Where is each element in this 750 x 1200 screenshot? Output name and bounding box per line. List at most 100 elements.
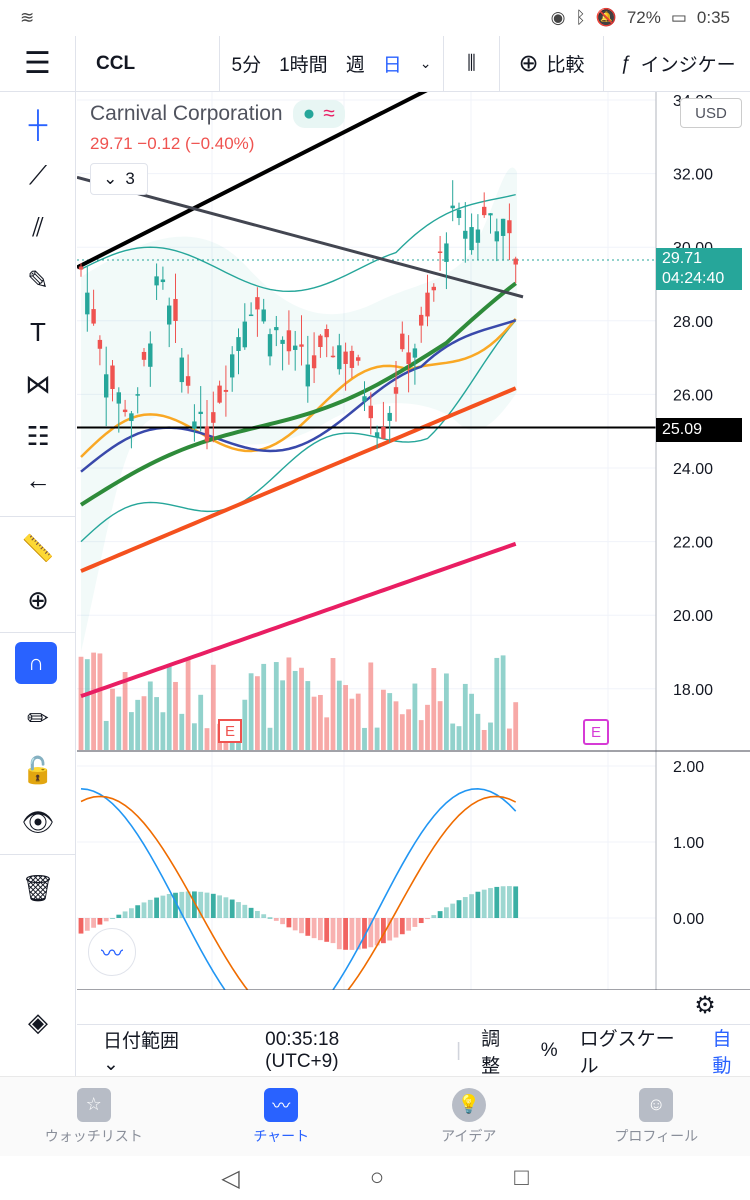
macd-histogram-bar xyxy=(488,888,493,918)
macd-histogram-bar xyxy=(179,891,185,918)
candle-body xyxy=(204,426,210,442)
candle-body xyxy=(318,335,323,348)
earnings-marker[interactable]: E xyxy=(583,719,609,745)
volume-bar xyxy=(368,662,374,750)
macd-histogram-bar xyxy=(387,918,393,941)
volume-bar xyxy=(456,726,462,750)
macd-histogram-bar xyxy=(91,918,96,928)
trendline-icon[interactable]: ⟋ xyxy=(28,160,48,190)
nav-chart[interactable]: 〰チャート xyxy=(188,1077,376,1156)
macd-histogram-bar xyxy=(116,914,122,918)
macd-histogram-bar xyxy=(437,911,443,918)
crosshair-icon[interactable]: ┼ xyxy=(28,108,48,139)
volume-bar xyxy=(330,658,336,750)
recents-icon[interactable]: □ xyxy=(514,1164,529,1191)
volume-bar xyxy=(481,729,487,750)
macd-histogram-bar xyxy=(381,918,386,944)
percent-button[interactable]: % xyxy=(540,1039,558,1061)
nav-profile[interactable]: ☺ プロフィール xyxy=(563,1077,750,1156)
clock-display[interactable]: 00:35:18 (UTC+9) xyxy=(265,1028,340,1072)
legend-toggle[interactable]: ● ≈ xyxy=(292,100,345,128)
trash-icon[interactable]: 🗑 xyxy=(21,872,55,903)
menu-icon[interactable]: ☰ xyxy=(0,35,76,92)
interval-day[interactable]: 日 xyxy=(382,55,402,76)
candle-body xyxy=(236,337,241,351)
nav-watchlist[interactable]: ☆ ウォッチリスト xyxy=(0,1077,188,1156)
back-icon[interactable]: ◁ xyxy=(221,1164,240,1192)
volume-bar xyxy=(267,727,273,750)
tradingview-logo-icon: 〰 xyxy=(88,928,136,976)
last-price-label: 29.71 04:24:40 xyxy=(656,248,742,290)
candle-style-icon[interactable]: ⫼ xyxy=(444,35,500,92)
currency-button[interactable]: USD xyxy=(680,98,742,128)
candle-body xyxy=(286,330,292,352)
macd-histogram-bar xyxy=(368,918,374,948)
volume-bar xyxy=(248,673,254,750)
ma-200 xyxy=(80,541,517,699)
interval-1h[interactable]: 1時間 xyxy=(279,55,328,76)
volume-bar xyxy=(381,689,386,750)
nav-ideas[interactable]: 💡 アイデア xyxy=(375,1077,563,1156)
candle-body xyxy=(85,292,90,315)
volume-bar xyxy=(374,727,380,750)
macd-histogram-bar xyxy=(286,918,292,928)
log-scale-button[interactable]: ログスケール xyxy=(579,1028,675,1077)
interval-week[interactable]: 週 xyxy=(345,55,365,76)
macd-histogram-bar xyxy=(494,886,500,918)
legend-title: Carnival Corporation ● ≈ xyxy=(90,100,345,128)
volume-bar xyxy=(78,656,84,750)
candle-body xyxy=(349,350,355,368)
settings-gear-icon[interactable]: ⚙ xyxy=(694,991,716,1019)
candle-body xyxy=(198,411,203,415)
macd-histogram-bar xyxy=(412,918,418,927)
macd-histogram-bar xyxy=(349,918,355,950)
volume-bar xyxy=(475,713,481,750)
macd-histogram-bar xyxy=(122,911,128,918)
macd-histogram-bar xyxy=(343,918,348,950)
volume-bar xyxy=(494,657,500,750)
volume-bar xyxy=(198,694,204,750)
volume-bar xyxy=(305,681,311,750)
adjust-button[interactable]: 調整 xyxy=(481,1028,501,1077)
ruler-icon[interactable]: 📏 xyxy=(21,532,55,563)
prediction-icon[interactable]: ☷ xyxy=(26,420,50,451)
interval-5m[interactable]: 5分 xyxy=(231,55,262,76)
back-arrow-icon[interactable]: ← xyxy=(25,464,51,495)
candle-body xyxy=(135,394,140,396)
auto-scale-button[interactable]: 自動 xyxy=(712,1028,732,1077)
indicator-collapse-button[interactable]: ⌄ 3 xyxy=(90,163,148,195)
candle-body xyxy=(242,321,247,348)
text-tool-icon[interactable]: T xyxy=(30,316,46,347)
candle-body xyxy=(78,266,84,270)
volume-bar xyxy=(500,655,506,750)
macd-histogram-bar xyxy=(223,897,229,918)
candle-body xyxy=(154,276,159,286)
fib-tool-icon[interactable]: ⫽ xyxy=(32,212,44,242)
earnings-marker[interactable]: E xyxy=(218,719,242,743)
volume-bar xyxy=(192,723,197,750)
zoom-in-icon[interactable]: ⊕ xyxy=(27,584,49,615)
lock-drawing-icon[interactable]: ✏ xyxy=(27,702,49,733)
interval-selector[interactable]: 5分 1時間 週 日 ⌄ xyxy=(220,35,444,92)
candle-body xyxy=(217,385,222,403)
magnet-icon[interactable]: ∩ xyxy=(15,642,57,684)
visibility-icon[interactable]: 👁 xyxy=(21,806,55,837)
chevron-down-icon[interactable]: ⌄ xyxy=(419,55,432,71)
brush-icon[interactable]: ✎ xyxy=(27,264,49,295)
home-icon[interactable]: ○ xyxy=(369,1164,385,1191)
indicators-button[interactable]: ƒ インジケー xyxy=(604,36,750,92)
candle-body xyxy=(122,409,128,413)
approx-icon: ≈ xyxy=(323,102,335,125)
countdown: 04:24:40 xyxy=(662,270,725,287)
pattern-icon[interactable]: ⋈ xyxy=(25,368,51,399)
compare-button[interactable]: ⊕ 比較 xyxy=(500,35,604,92)
symbol-search[interactable]: CCL xyxy=(76,35,220,92)
price-chart[interactable]: 34.0032.0030.0028.0026.0024.0022.0020.00… xyxy=(77,92,750,990)
date-range-button[interactable]: 日付範囲 ⌄ xyxy=(103,1030,180,1075)
volume-bar xyxy=(318,694,323,750)
unlock-icon[interactable]: 🔓 xyxy=(21,754,55,785)
volume-bar xyxy=(204,728,210,750)
macd-histogram-bar xyxy=(147,899,153,918)
layers-icon[interactable]: ◈ xyxy=(28,1006,48,1037)
volume-bar xyxy=(437,701,443,750)
